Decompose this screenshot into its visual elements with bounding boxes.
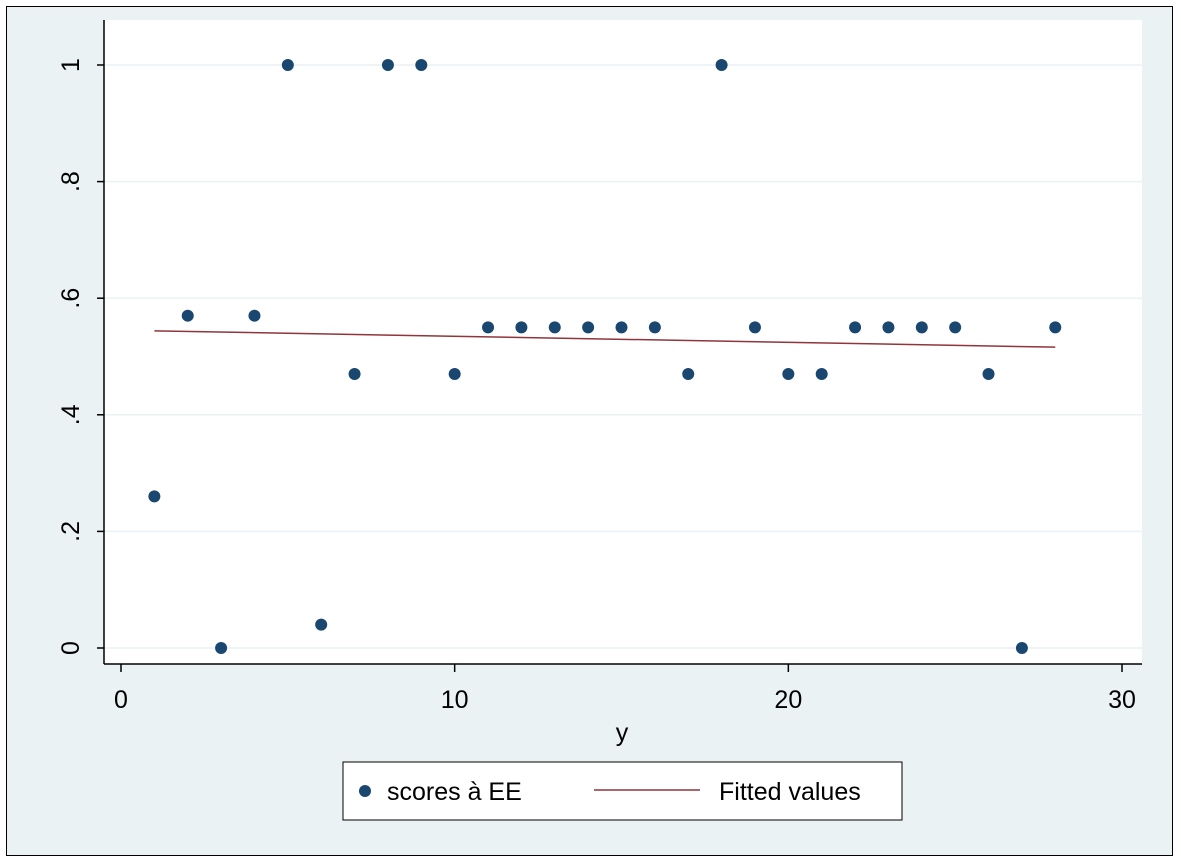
y-tick-label: 1 xyxy=(57,58,85,72)
data-point xyxy=(915,321,928,334)
y-tick-label: .2 xyxy=(57,521,85,542)
data-point xyxy=(615,321,628,334)
data-point xyxy=(648,321,661,334)
data-point xyxy=(849,321,862,334)
legend-label-scores: scores à EE xyxy=(387,778,522,806)
fitted-values-line xyxy=(154,330,1056,348)
y-tick-label: .4 xyxy=(57,404,85,425)
legend: scores à EE Fitted values xyxy=(342,761,903,821)
data-point xyxy=(882,321,895,334)
data-point xyxy=(1015,642,1028,654)
legend-marker-scores xyxy=(359,785,371,797)
data-point xyxy=(982,367,995,380)
data-point xyxy=(281,59,294,71)
grid-lines xyxy=(104,64,1142,649)
data-point xyxy=(415,59,428,71)
data-point xyxy=(748,321,761,334)
legend-label-fitted: Fitted values xyxy=(719,778,861,806)
x-tick-label: 30 xyxy=(1108,686,1136,714)
axes xyxy=(103,20,1142,665)
data-point xyxy=(548,321,561,334)
data-point xyxy=(715,59,728,71)
data-point xyxy=(215,642,228,654)
ticks: 0.2.4.6.810 10 20 30 xyxy=(57,58,1136,714)
data-point xyxy=(148,490,161,503)
fitted-line-layer xyxy=(154,330,1056,348)
data-point xyxy=(815,367,828,380)
data-point xyxy=(1049,321,1062,334)
x-axis-label: y xyxy=(616,719,629,747)
y-tick-label: .8 xyxy=(57,171,85,192)
x-tick-label: 10 xyxy=(441,686,469,714)
plot-area xyxy=(104,20,1142,664)
data-point xyxy=(381,59,394,71)
data-point xyxy=(515,321,528,334)
x-tick-label: 0 xyxy=(114,686,128,714)
scatter-points xyxy=(148,59,1062,654)
x-tick-label: 20 xyxy=(774,686,802,714)
y-tick-label: 0 xyxy=(57,641,85,655)
data-point xyxy=(682,367,695,380)
data-point xyxy=(582,321,595,334)
data-point xyxy=(782,367,795,380)
data-point xyxy=(348,367,361,380)
legend-box xyxy=(342,761,903,821)
data-point xyxy=(315,618,328,631)
data-point xyxy=(448,367,461,380)
y-tick-label: .6 xyxy=(57,288,85,309)
data-point xyxy=(248,309,261,322)
data-point xyxy=(181,309,194,322)
data-point xyxy=(949,321,962,334)
data-point xyxy=(482,321,495,334)
